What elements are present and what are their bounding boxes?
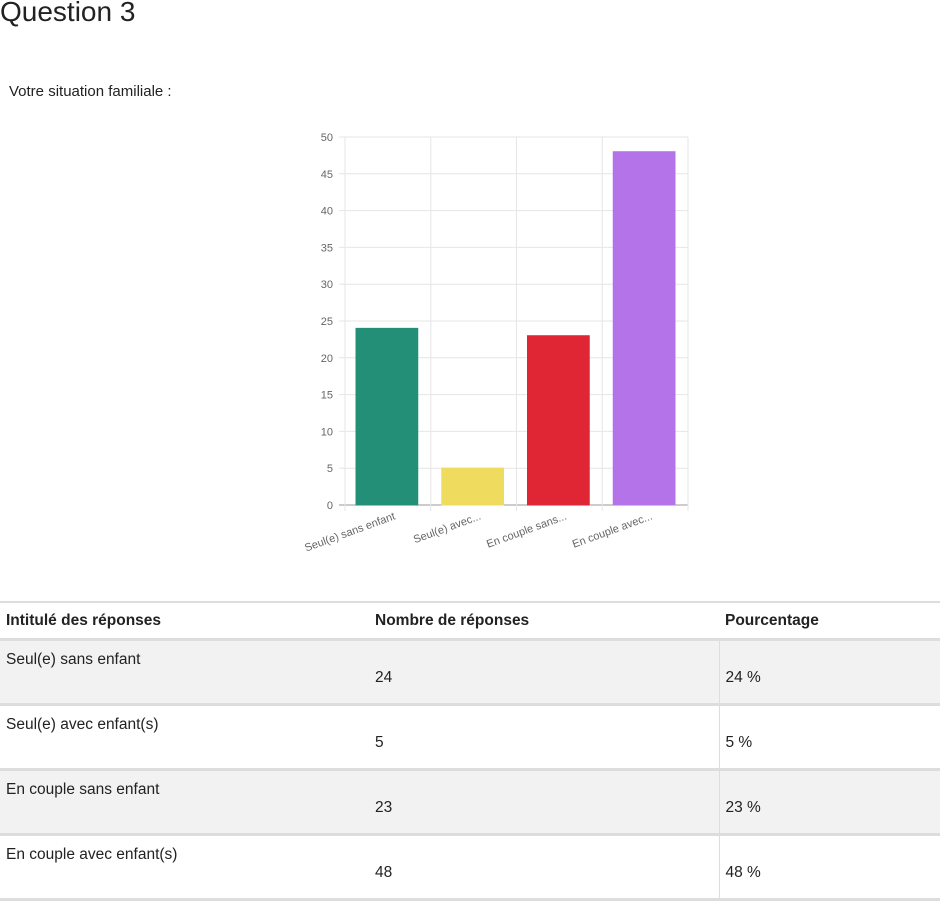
y-tick-label: 10 — [321, 426, 333, 438]
row-label: Seul(e) sans enfant — [0, 639, 369, 706]
y-tick-label: 45 — [321, 169, 333, 181]
question-text: Votre situation familiale : — [9, 83, 172, 100]
y-tick-label: 25 — [321, 316, 333, 328]
x-tick-label: En couple sans... — [485, 511, 568, 551]
header-percent: Pourcentage — [719, 601, 940, 641]
y-tick-label: 15 — [321, 390, 333, 402]
table-row: En couple avec enfant(s) 48 48 % — [0, 834, 940, 901]
y-tick-label: 30 — [321, 279, 333, 291]
row-count: 48 — [369, 834, 719, 901]
x-tick-label: En couple avec... — [571, 511, 654, 551]
row-percent: 5 % — [718, 704, 940, 771]
row-label: Seul(e) avec enfant(s) — [0, 704, 369, 771]
row-label: En couple sans enfant — [0, 769, 369, 836]
row-count: 5 — [369, 704, 719, 771]
row-percent: 48 % — [718, 834, 940, 901]
y-tick-label: 5 — [327, 463, 333, 475]
bar — [355, 327, 419, 506]
y-tick-label: 40 — [321, 206, 333, 218]
table-row: Seul(e) sans enfant 24 24 % — [0, 639, 940, 706]
row-label: En couple avec enfant(s) — [0, 834, 369, 901]
bar-chart: 0 5 10 15 20 25 30 35 40 45 50 Seul(e) sans enfant S… — [303, 132, 689, 555]
results-table: Intitulé des réponses Nombre de réponses… — [0, 601, 940, 901]
row-count: 23 — [369, 769, 719, 836]
row-count: 24 — [369, 639, 719, 706]
table-row: En couple sans enfant 23 23 % — [0, 769, 940, 836]
bar — [527, 335, 590, 506]
bar — [612, 151, 676, 506]
page-title: Question 3 — [0, 0, 136, 27]
y-tick-label: 20 — [321, 353, 333, 365]
row-percent: 23 % — [718, 769, 940, 836]
y-tick-label: 50 — [321, 132, 333, 144]
header-count: Nombre de réponses — [369, 601, 719, 641]
bar — [441, 467, 504, 506]
y-tick-label: 0 — [327, 500, 333, 512]
header-label: Intitulé des réponses — [0, 601, 369, 641]
y-tick-label: 35 — [321, 242, 333, 254]
x-tick-label: Seul(e) avec... — [412, 511, 483, 547]
row-percent: 24 % — [718, 639, 940, 706]
x-tick-label: Seul(e) sans enfant — [303, 511, 397, 555]
table-header-row: Intitulé des réponses Nombre de réponses… — [0, 601, 940, 641]
table-row: Seul(e) avec enfant(s) 5 5 % — [0, 704, 940, 771]
